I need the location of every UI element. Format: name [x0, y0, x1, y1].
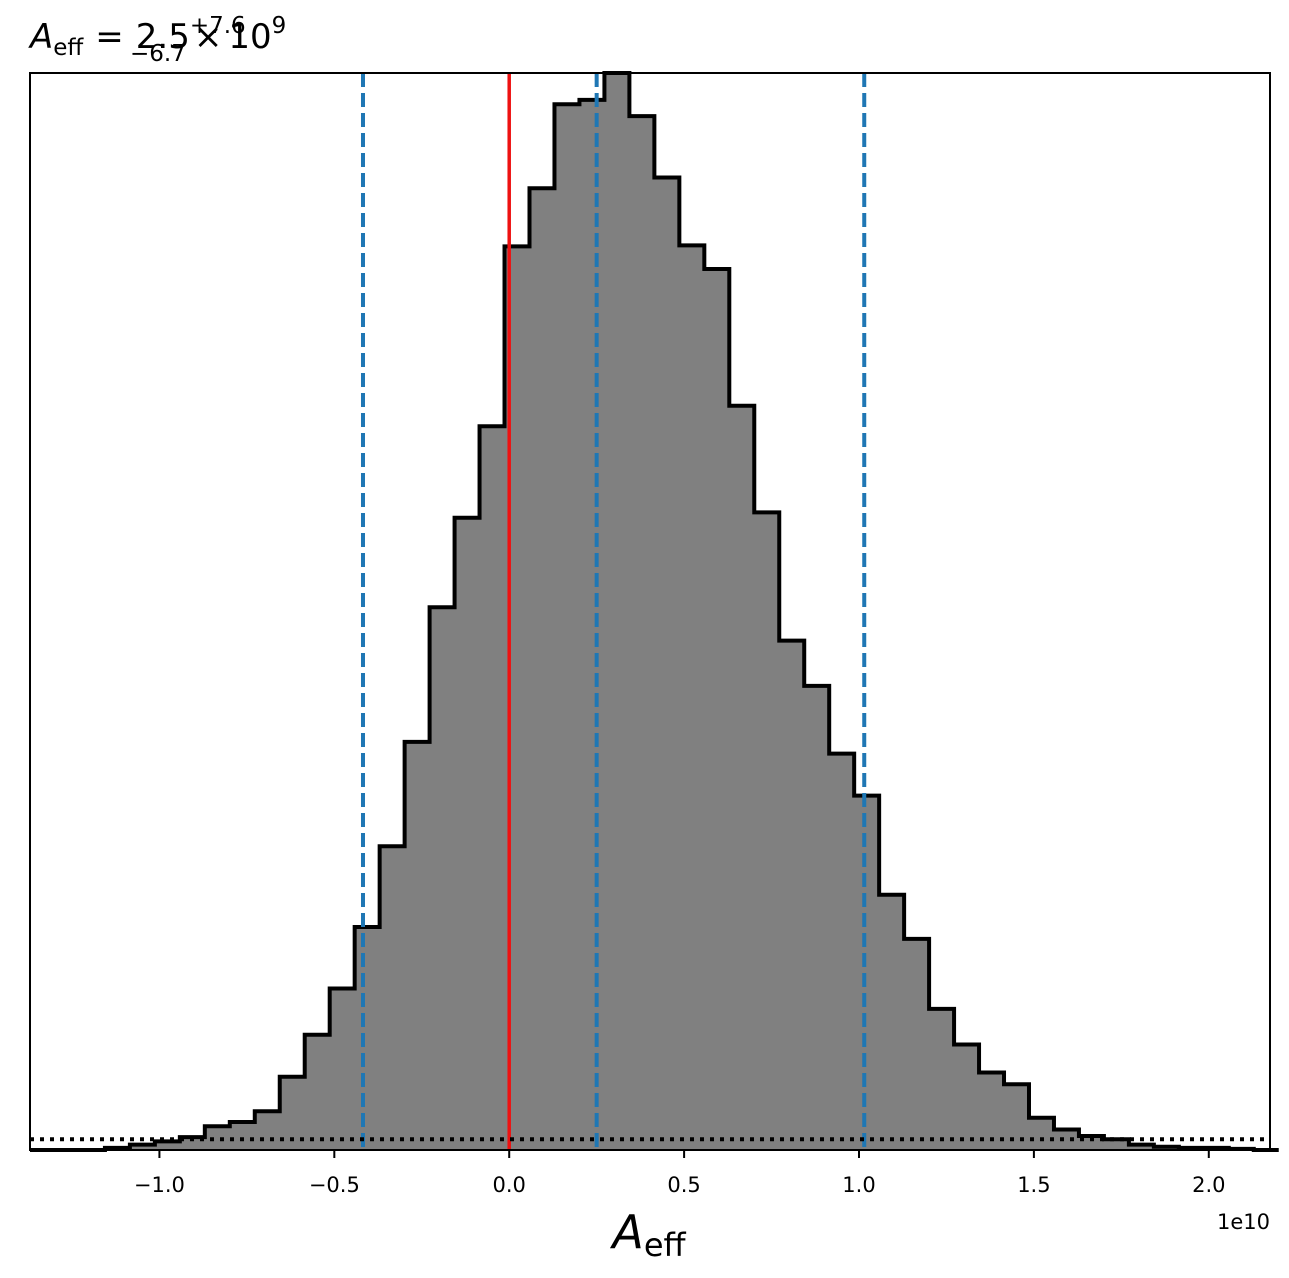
xlabel-sub: eff	[644, 1226, 687, 1264]
histogram-bar	[629, 116, 655, 1151]
histogram-bar	[954, 1044, 980, 1150]
reference-lines-layer	[30, 73, 1270, 1150]
title-value: 2.5	[136, 17, 190, 57]
title-symbol-sub: eff	[53, 35, 84, 61]
histogram-bar	[1028, 1117, 1055, 1150]
x-tick-label: −1.0	[134, 1173, 185, 1197]
axes-frame	[29, 72, 1271, 1151]
histogram-bar	[379, 846, 406, 1150]
chart-title: Aeff = 2.5+7.6 −6.7 × 109	[28, 13, 286, 67]
histogram-bar	[879, 894, 905, 1150]
histogram-bar	[429, 607, 455, 1150]
histogram-bar	[329, 988, 356, 1150]
histogram-bar	[754, 512, 780, 1150]
title-exponent: 9	[272, 13, 287, 39]
x-tick-label: 1.5	[1017, 1173, 1050, 1197]
histogram-bar	[129, 1144, 156, 1150]
histogram-bar	[829, 753, 855, 1150]
histogram-bar	[604, 73, 630, 1150]
x-tick-label: −0.5	[309, 1173, 360, 1197]
histogram-bar	[854, 795, 880, 1150]
histogram-bar	[579, 99, 605, 1150]
histogram-bar	[654, 177, 680, 1150]
title-times: ×	[194, 17, 223, 57]
histogram-bar	[354, 927, 381, 1150]
title-base: 10	[228, 17, 271, 57]
x-ticks-layer: −1.0 −0.5 0.0 0.5 1.0 1.5 2.0	[134, 1150, 1225, 1197]
x-offset-text: 1e10	[1217, 1210, 1270, 1234]
histogram-bar	[204, 1126, 231, 1150]
histogram-bar	[904, 938, 930, 1150]
histogram-bar	[154, 1141, 181, 1150]
histogram-bar	[1128, 1144, 1155, 1150]
histogram-bar	[1078, 1135, 1105, 1150]
histogram-layer	[30, 71, 1279, 1152]
histogram-bar	[1103, 1139, 1130, 1150]
histogram-bar	[1004, 1084, 1030, 1150]
histogram-bar	[229, 1121, 256, 1150]
histogram-bar	[529, 188, 555, 1150]
x-tick-label: 1.0	[842, 1173, 875, 1197]
title-lower-error: −6.7	[130, 41, 186, 67]
histogram-bar	[254, 1111, 281, 1150]
x-tick-label: 2.0	[1192, 1173, 1225, 1197]
histogram-bar	[979, 1072, 1005, 1150]
histogram-bar	[679, 245, 705, 1150]
histogram-bar	[704, 269, 730, 1150]
histogram-bar	[779, 640, 805, 1150]
histogram-bar	[804, 685, 830, 1150]
title-upper-error: +7.6	[190, 13, 246, 39]
histogram-bar	[929, 1008, 955, 1150]
histogram-bar	[179, 1137, 206, 1150]
histogram-bar	[729, 405, 755, 1151]
histogram-outline	[30, 71, 1279, 1152]
x-axis-label: Aeff	[609, 1205, 686, 1264]
histogram-bar	[1053, 1129, 1080, 1150]
xlabel-symbol: A	[609, 1205, 643, 1259]
histogram-bar	[554, 104, 580, 1150]
histogram-bar	[404, 741, 430, 1150]
histogram-bar	[454, 517, 480, 1150]
x-tick-label: 0.0	[493, 1173, 526, 1197]
title-symbol: A	[28, 17, 53, 57]
title-equals: =	[95, 17, 124, 57]
x-tick-label: 0.5	[667, 1173, 700, 1197]
histogram-bar	[304, 1034, 331, 1150]
histogram-bar	[479, 426, 505, 1151]
